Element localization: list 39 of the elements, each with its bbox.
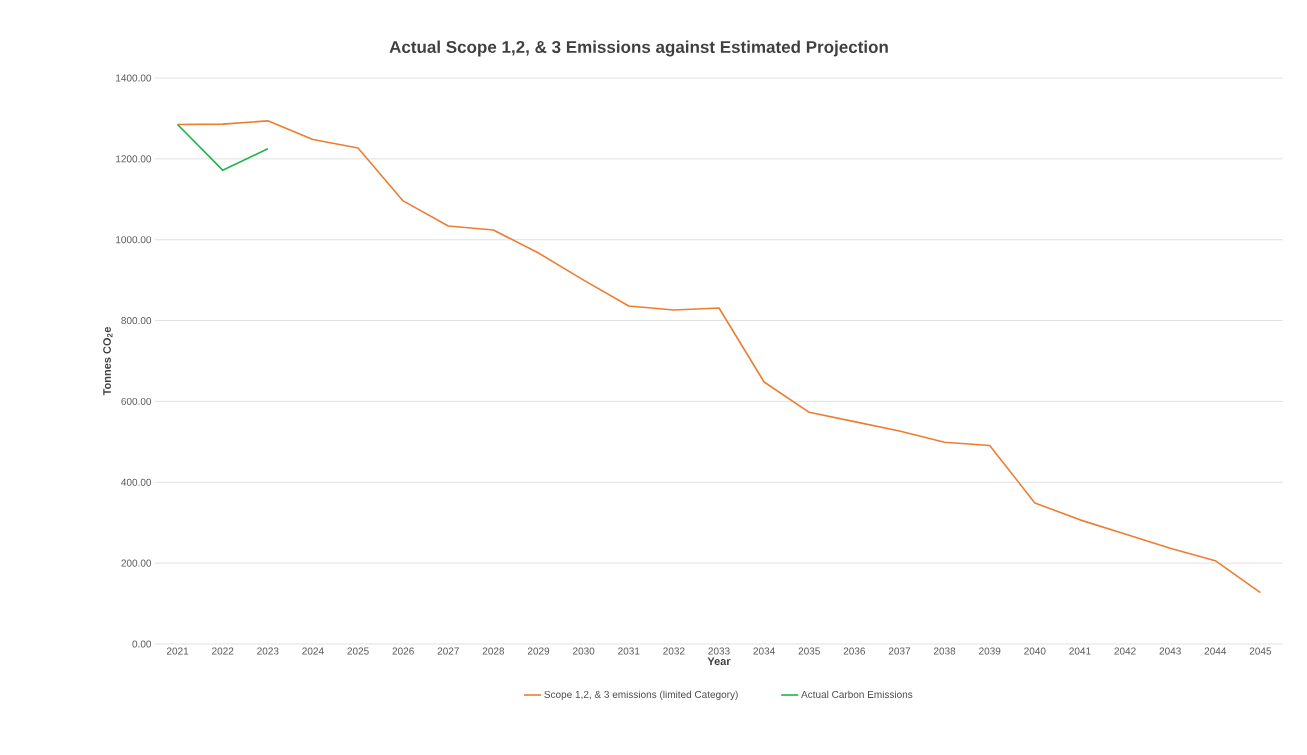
x-tick-label: 2024 (302, 647, 324, 655)
x-axis-title: Year (707, 657, 731, 666)
x-tick-label: 2027 (437, 647, 459, 655)
x-tick-label: 2040 (1024, 647, 1046, 655)
x-tick-label: 2041 (1069, 647, 1091, 655)
x-tick-label: 2036 (843, 647, 866, 655)
x-tick-label: 2034 (753, 647, 775, 655)
x-tick-label: 2029 (527, 647, 550, 655)
x-tick-label: 2021 (166, 647, 189, 655)
x-tick-label: 2025 (347, 647, 369, 655)
x-tick-label: 2026 (392, 647, 414, 655)
x-tick-label: 2033 (708, 647, 730, 655)
x-tick-label: 2032 (663, 647, 685, 655)
y-tick-label: 600.00 (121, 397, 152, 405)
x-tick-label: 2028 (482, 647, 505, 655)
y-axis-title: Tonnes CO$_{2}$e (103, 326, 113, 396)
line-series (176, 120, 1262, 594)
legend-label: Scope 1,2, & 3 emissions (limited Category) (544, 690, 738, 700)
x-tick-label: 2031 (618, 647, 640, 655)
x-tick-label: 2043 (1159, 647, 1181, 655)
y-tick-label: 0.00 (132, 640, 152, 648)
y-tick-label: 1400.00 (116, 74, 152, 82)
x-tick-label: 2023 (257, 647, 279, 655)
x-tick-label: 2037 (888, 647, 911, 655)
x-tick-label: 2022 (212, 647, 234, 655)
y-tick-label: 400.00 (121, 478, 152, 486)
x-tick-label: 2045 (1249, 647, 1272, 655)
x-tick-label: 2035 (798, 647, 820, 655)
x-tick-label: 2039 (979, 647, 1001, 655)
y-tick-label: 800.00 (121, 317, 152, 325)
y-tick-label: 1200.00 (116, 155, 152, 163)
chart-title: Actual Scope 1,2, & 3 Emissions against Estimated Projection (389, 40, 888, 57)
x-tick-label: 2038 (933, 647, 956, 655)
x-tick-label: 2044 (1204, 647, 1227, 655)
x-tick-label: 2042 (1114, 647, 1136, 655)
y-tick-label: 200.00 (121, 559, 152, 567)
legend-label: Actual Carbon Emissions (801, 690, 913, 698)
x-tick-label: 2030 (573, 647, 595, 655)
y-tick-label: 1000.00 (116, 236, 152, 244)
